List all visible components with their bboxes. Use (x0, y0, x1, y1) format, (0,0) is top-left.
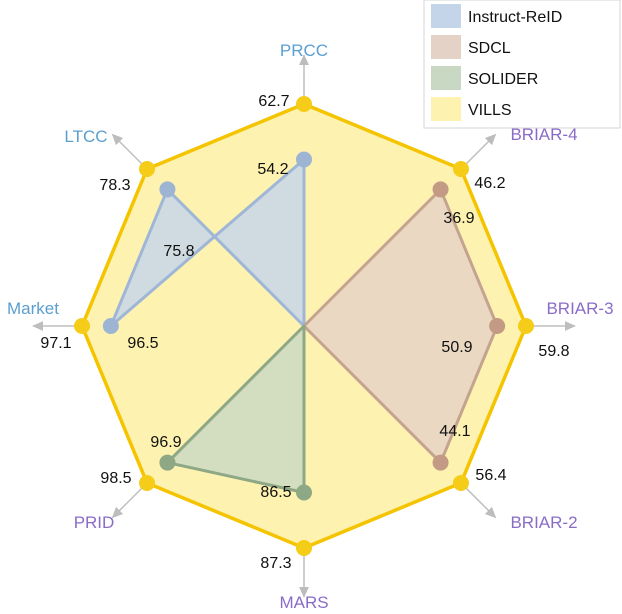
point-vills-ltcc (139, 161, 156, 178)
axis-label-market: Market (7, 299, 59, 318)
legend-label-instruct-reid: Instruct-ReID (468, 9, 562, 26)
point-instruct-reid-ltcc (159, 181, 176, 198)
value-label-instruct-reid-prcc: 54.2 (257, 161, 288, 178)
axis-label-prcc: PRCC (280, 41, 328, 60)
value-label-solider-mars: 86.5 (260, 484, 291, 501)
value-label-solider-prid: 96.9 (150, 434, 181, 451)
value-label-vills-ltcc: 78.3 (99, 177, 130, 194)
value-label-vills-briar-3: 59.8 (538, 343, 569, 360)
axis-labels: PRCC BRIAR-4 BRIAR-3 BRIAR-2 MARS PRID Market L… (7, 41, 614, 612)
series-area-solider (165, 324, 306, 494)
value-label-vills-briar-4: 46.2 (474, 175, 505, 192)
point-solider-prid (159, 454, 176, 471)
point-vills-prcc (296, 96, 312, 112)
axis-label-briar-3: BRIAR-3 (546, 299, 613, 318)
point-vills-market (74, 318, 90, 334)
point-vills-prid (139, 474, 156, 491)
value-labels: 62.7 46.2 59.8 56.4 87.3 98.5 97.1 78.3 54.2 96.5… (40, 93, 569, 572)
point-vills-briar-3 (518, 318, 534, 334)
axis-label-mars: MARS (279, 593, 328, 612)
axis-label-ltcc: LTCC (64, 127, 107, 146)
legend-label-sdcl: SDCL (468, 40, 511, 57)
value-label-vills-briar-2: 56.4 (475, 467, 506, 484)
value-label-vills-prcc: 62.7 (258, 93, 289, 110)
series-instruct-reid (102, 151, 312, 334)
legend: Instruct-ReID SDCL SOLIDER VILLS (423, 0, 621, 129)
axis-label-briar-2: BRIAR-2 (510, 513, 577, 532)
value-label-vills-market: 97.1 (40, 335, 71, 352)
legend-swatch-sdcl (431, 35, 461, 59)
value-label-instruct-reid-market: 96.5 (127, 335, 158, 352)
point-solider-mars (296, 484, 312, 501)
point-sdcl-briar-3 (489, 318, 506, 334)
value-label-sdcl-briar-4: 36.9 (443, 210, 474, 227)
value-label-vills-mars: 87.3 (260, 555, 291, 572)
point-instruct-reid-market (102, 318, 119, 334)
legend-label-solider: SOLIDER (468, 71, 538, 88)
value-label-sdcl-briar-3: 50.9 (441, 339, 472, 356)
point-vills-briar-4 (452, 161, 469, 178)
legend-swatch-solider (431, 66, 461, 90)
value-label-vills-prid: 98.5 (100, 470, 131, 487)
point-vills-briar-2 (452, 474, 469, 491)
axis-label-prid: PRID (74, 513, 115, 532)
point-instruct-reid-prcc (296, 151, 312, 168)
series-sdcl (302, 181, 506, 471)
radar-series (74, 96, 534, 556)
point-sdcl-briar-2 (432, 454, 449, 471)
legend-swatch-vills (431, 97, 461, 121)
point-sdcl-briar-4 (432, 181, 449, 198)
legend-label-vills: VILLS (468, 102, 512, 119)
series-solider (159, 324, 312, 501)
legend-swatch-instruct-reid (431, 4, 461, 28)
value-label-sdcl-briar-2: 44.1 (439, 423, 470, 440)
value-label-instruct-reid-ltcc: 75.8 (163, 243, 194, 260)
axis-label-briar-4: BRIAR-4 (510, 125, 577, 144)
point-vills-mars (296, 540, 312, 556)
